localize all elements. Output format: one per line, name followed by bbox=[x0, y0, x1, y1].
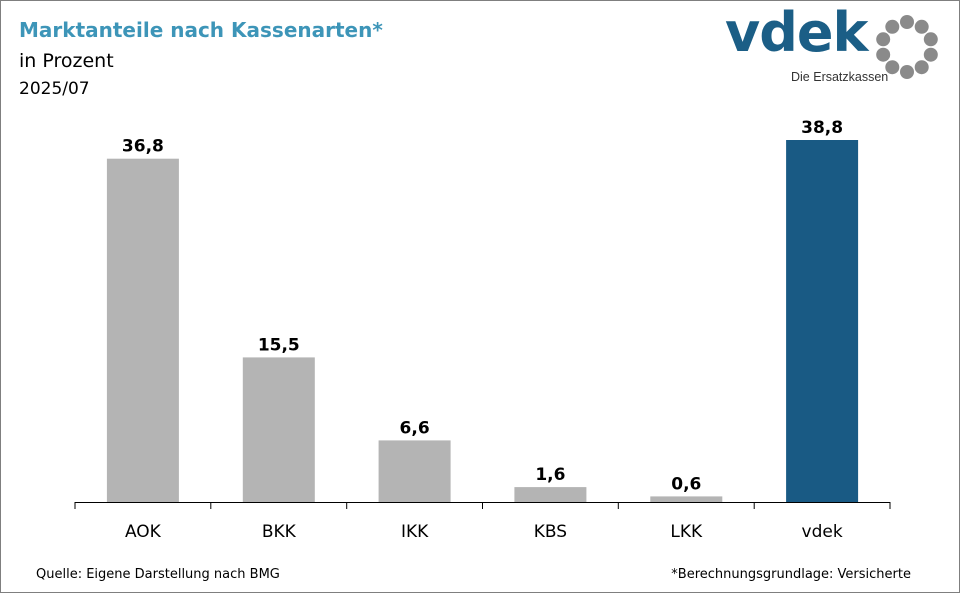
chart-title: Marktanteile nach Kassenarten* bbox=[19, 18, 383, 42]
bar-bkk bbox=[242, 357, 315, 502]
bar-lkk bbox=[650, 496, 723, 502]
logo-ring-dot bbox=[876, 32, 891, 47]
chart-subtitle: in Prozent bbox=[19, 50, 114, 72]
logo-ring-dot bbox=[923, 32, 938, 47]
category-label-lkk: LKK bbox=[670, 522, 703, 542]
logo-ring-dot bbox=[900, 65, 914, 79]
logo-ring-dot bbox=[923, 47, 938, 62]
category-label-ikk: IKK bbox=[401, 522, 429, 542]
logo-ring-dot bbox=[876, 47, 891, 62]
logo-wordmark: vdek bbox=[725, 1, 868, 64]
logo-tagline: Die Ersatzkassen bbox=[791, 70, 889, 84]
footnote: *Berechnungsgrundlage: Versicherte bbox=[671, 567, 911, 582]
category-label-bkk: BKK bbox=[262, 522, 297, 542]
chart-period: 2025/07 bbox=[19, 79, 90, 99]
logo-ring-dot bbox=[885, 60, 900, 75]
category-label-kbs: KBS bbox=[534, 522, 567, 542]
category-label-vdek: vdek bbox=[802, 522, 843, 542]
source-note: Quelle: Eigene Darstellung nach BMG bbox=[36, 567, 280, 582]
bar-aok bbox=[106, 158, 179, 502]
bar-ikk bbox=[378, 440, 451, 502]
value-label-aok: 36,8 bbox=[122, 137, 164, 157]
logo-ring-dot bbox=[914, 60, 929, 75]
value-label-kbs: 1,6 bbox=[535, 465, 565, 485]
vdek-logo: vdek Die Ersatzkassen bbox=[722, 1, 947, 88]
category-label-aok: AOK bbox=[125, 522, 162, 542]
value-label-lkk: 0,6 bbox=[671, 474, 701, 494]
logo-ring-icon bbox=[876, 15, 938, 79]
logo-ring-dot bbox=[914, 19, 929, 34]
bar-vdek bbox=[786, 140, 859, 502]
logo-ring-dot bbox=[885, 19, 900, 34]
value-label-bkk: 15,5 bbox=[258, 335, 300, 355]
value-label-ikk: 6,6 bbox=[400, 418, 430, 438]
value-label-vdek: 38,8 bbox=[801, 118, 843, 138]
logo-ring-dot bbox=[900, 15, 914, 29]
bar-kbs bbox=[514, 487, 587, 502]
